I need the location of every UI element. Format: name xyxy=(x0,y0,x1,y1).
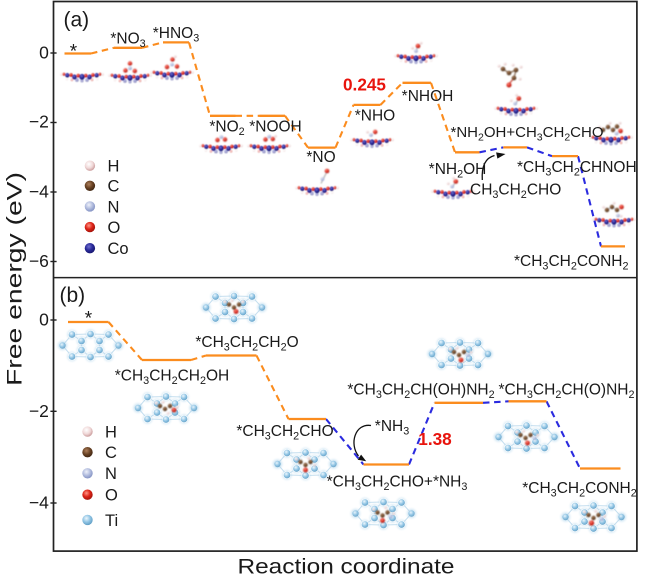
svg-text:Reaction coordinate: Reaction coordinate xyxy=(238,555,455,578)
svg-text:−6: −6 xyxy=(29,251,49,271)
svg-text:0: 0 xyxy=(39,310,49,330)
svg-text:0.245: 0.245 xyxy=(343,75,386,95)
svg-text:*NOOH: *NOOH xyxy=(249,119,302,136)
svg-text:*NO: *NO xyxy=(306,149,335,166)
svg-text:*CH3CH2CHNOH: *CH3CH2CHNOH xyxy=(517,159,637,178)
svg-text:*NHO: *NHO xyxy=(355,108,395,125)
svg-text:Free energy (eV): Free energy (eV) xyxy=(4,172,27,386)
svg-text:*CH3CH2CHO+*NH3: *CH3CH2CHO+*NH3 xyxy=(327,474,468,493)
svg-text:N: N xyxy=(108,198,120,216)
svg-text:*CH3CH2CHO: *CH3CH2CHO xyxy=(236,423,333,442)
svg-text:*NH3: *NH3 xyxy=(375,418,409,437)
svg-text:H: H xyxy=(105,424,117,442)
svg-text:CH3CH2CHO: CH3CH2CHO xyxy=(470,182,561,201)
svg-text:*NH2OH+CH3CH2CHO: *NH2OH+CH3CH2CHO xyxy=(451,124,604,143)
svg-text:*NH2OH: *NH2OH xyxy=(429,161,487,180)
svg-text:*CH3CH2CONH2: *CH3CH2CONH2 xyxy=(522,480,637,499)
svg-text:1.38: 1.38 xyxy=(418,429,452,449)
svg-text:O: O xyxy=(108,219,121,237)
svg-text:Co: Co xyxy=(108,240,129,258)
svg-text:−2: −2 xyxy=(29,401,49,421)
svg-text:H: H xyxy=(108,158,120,176)
svg-text:−2: −2 xyxy=(29,112,49,132)
svg-text:−4: −4 xyxy=(29,493,49,513)
svg-text:*NO2: *NO2 xyxy=(209,119,244,138)
svg-text:O: O xyxy=(105,487,118,505)
svg-text:N: N xyxy=(105,465,117,483)
svg-text:*NHOH: *NHOH xyxy=(402,88,454,105)
svg-text:*CH3CH2CH(OH)NH2: *CH3CH2CH(OH)NH2 xyxy=(347,382,494,401)
svg-text:*NO3: *NO3 xyxy=(110,31,145,50)
svg-text:0: 0 xyxy=(39,43,49,63)
svg-text:(b): (b) xyxy=(60,284,86,307)
svg-text:C: C xyxy=(108,178,120,196)
svg-text:C: C xyxy=(105,444,117,462)
svg-text:*HNO3: *HNO3 xyxy=(153,25,200,44)
svg-text:−4: −4 xyxy=(29,182,49,202)
svg-text:*: * xyxy=(70,42,78,63)
svg-text:*CH3CH2CH2O: *CH3CH2CH2O xyxy=(195,334,298,353)
svg-text:(a): (a) xyxy=(64,9,90,32)
svg-text:*CH3CH2CH2OH: *CH3CH2CH2OH xyxy=(115,368,230,387)
svg-text:*CH3CH2CH(O)NH2: *CH3CH2CH(O)NH2 xyxy=(498,382,634,401)
svg-text:Ti: Ti xyxy=(105,512,118,530)
svg-text:*CH3CH2CONH2: *CH3CH2CONH2 xyxy=(514,253,629,272)
svg-text:*: * xyxy=(85,309,93,330)
